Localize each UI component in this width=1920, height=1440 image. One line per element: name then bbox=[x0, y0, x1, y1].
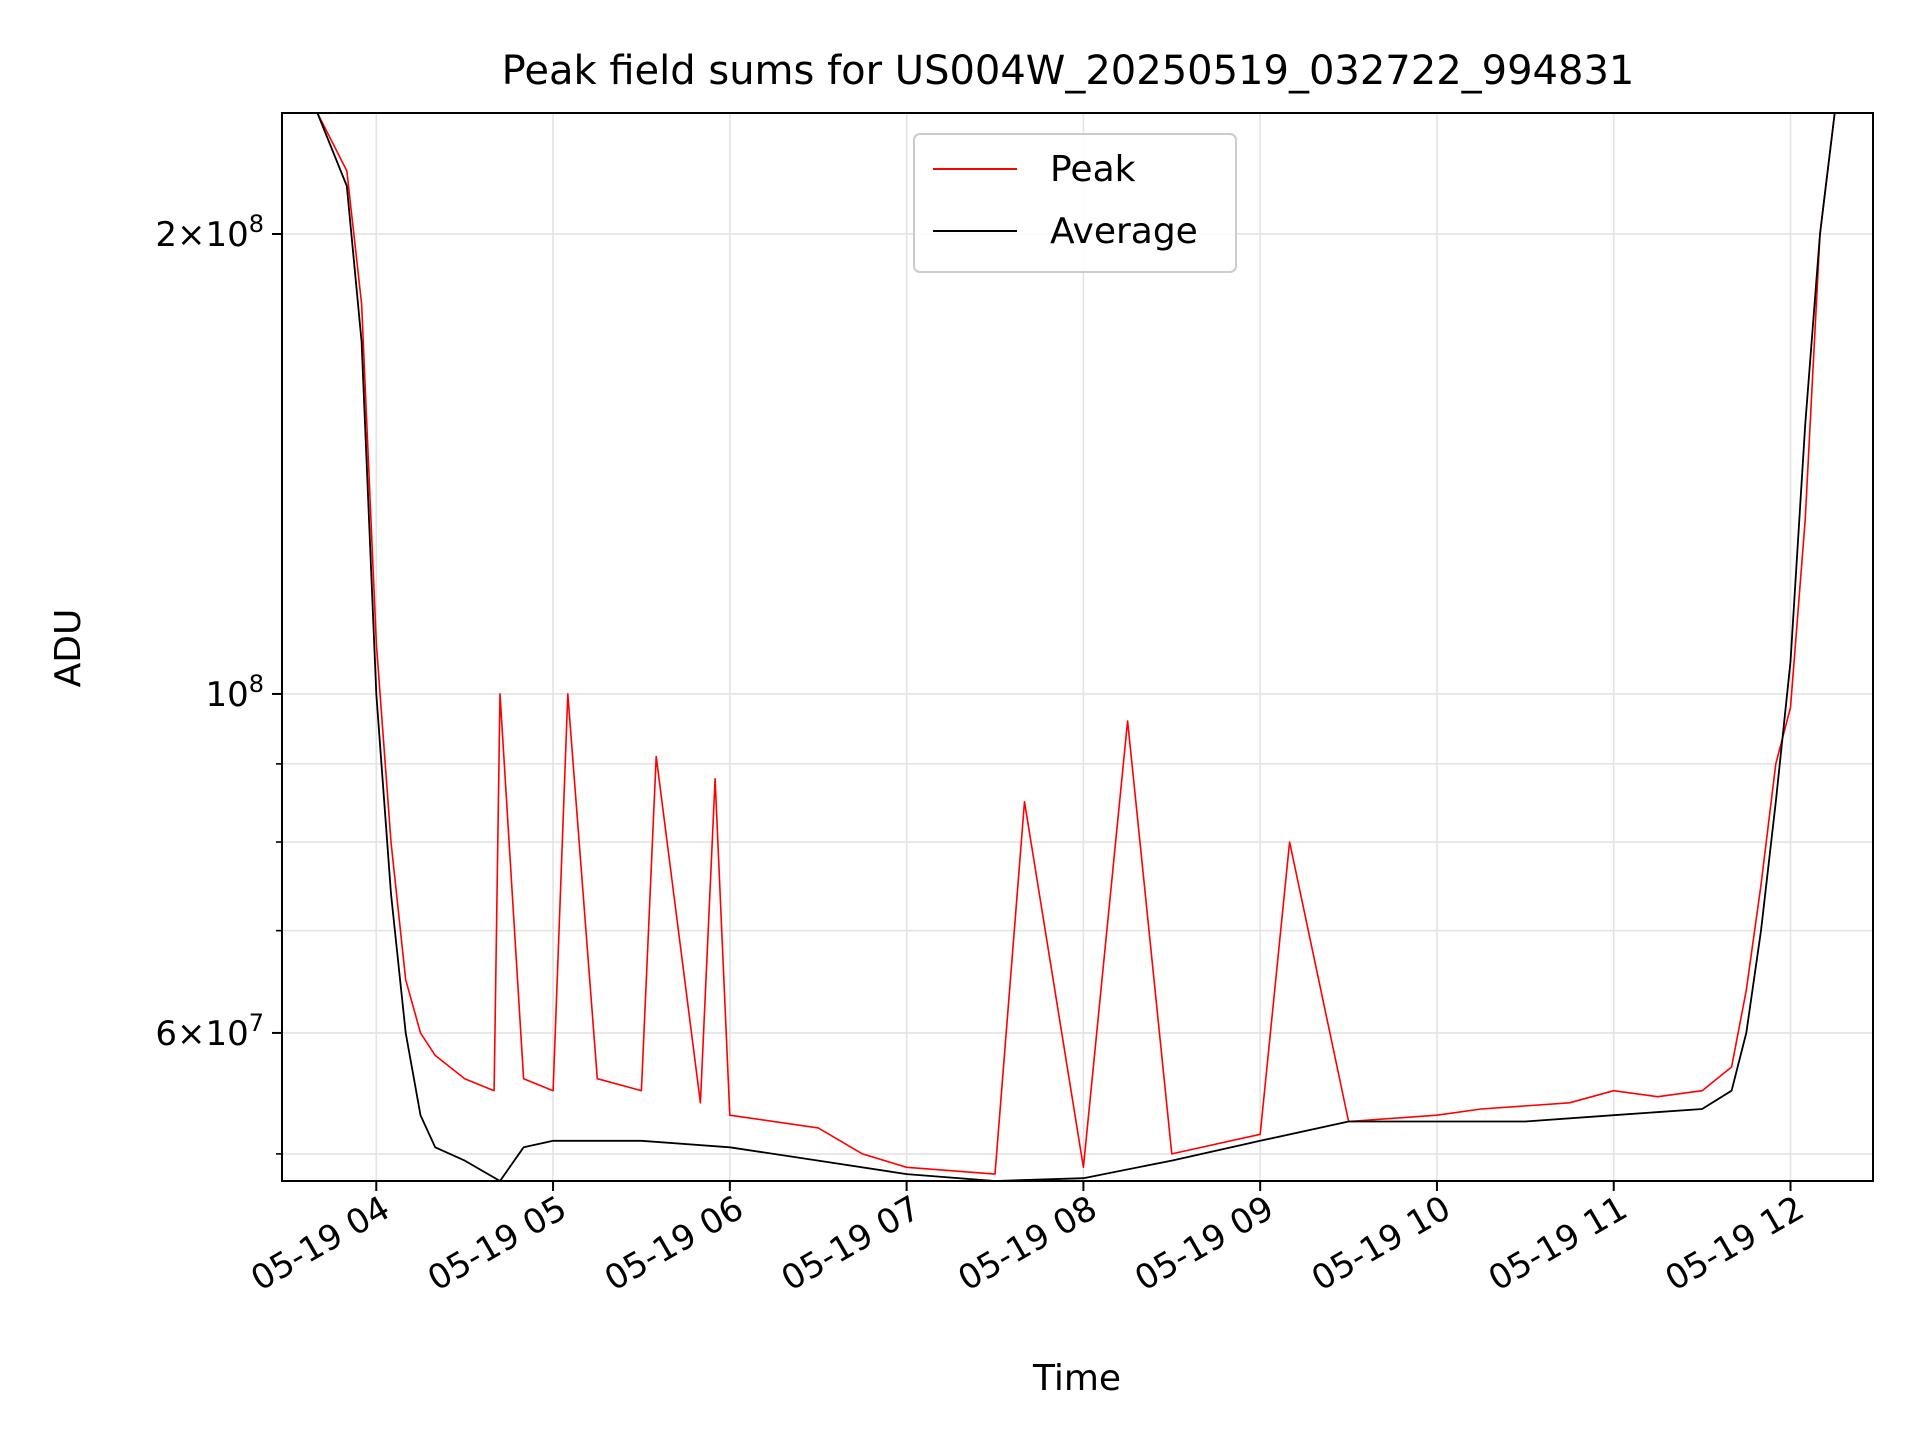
y-axis-ticks: 6×107 108 2×108 bbox=[155, 210, 282, 1155]
y-axis-label: ADU bbox=[48, 609, 89, 688]
legend-label-average: Average bbox=[1050, 211, 1198, 252]
series-layer bbox=[316, 113, 1836, 1181]
plot-frame bbox=[281, 112, 1874, 1182]
y-tick-label: 108 bbox=[205, 670, 264, 715]
chart-title: Peak field sums for US004W_20250519_0327… bbox=[502, 48, 1635, 94]
y-tick-label: 2×108 bbox=[155, 210, 264, 255]
series-line-peak bbox=[316, 113, 1836, 1175]
grid-lines bbox=[282, 113, 1873, 1181]
legend: Peak Average bbox=[913, 133, 1237, 273]
series-line-average bbox=[316, 113, 1836, 1181]
legend-label-peak: Peak bbox=[1050, 149, 1136, 190]
x-axis-label: Time bbox=[1032, 1358, 1121, 1399]
y-tick-label: 6×107 bbox=[155, 1009, 264, 1054]
